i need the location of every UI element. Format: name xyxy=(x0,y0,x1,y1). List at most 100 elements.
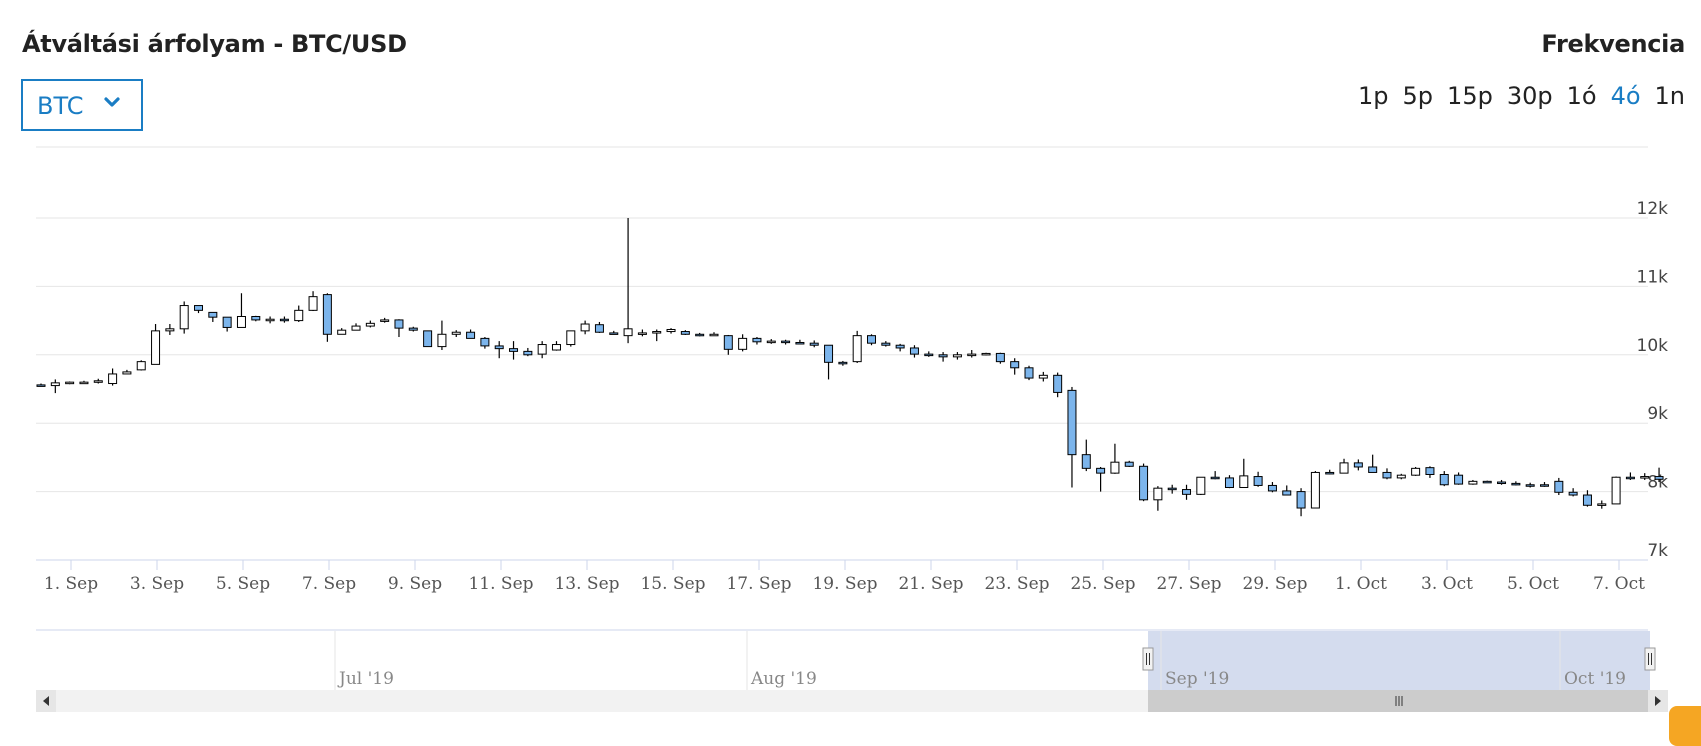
currency-select[interactable]: BTC xyxy=(21,79,143,131)
candle xyxy=(809,340,819,348)
navigator-handle[interactable] xyxy=(1142,647,1154,671)
currency-select-value: BTC xyxy=(37,92,84,120)
candle xyxy=(394,319,404,338)
candle xyxy=(824,344,834,380)
candle xyxy=(867,334,877,346)
candle xyxy=(437,320,447,351)
candle xyxy=(695,332,705,337)
candle xyxy=(1010,358,1020,375)
candle xyxy=(652,329,662,342)
candle xyxy=(1296,488,1306,517)
frequency-option[interactable]: 4ó xyxy=(1610,82,1641,110)
candle xyxy=(781,339,791,345)
x-tick-label: 27. Sep xyxy=(1156,574,1221,594)
candle xyxy=(480,337,490,349)
candle xyxy=(1239,458,1249,488)
candle xyxy=(1640,473,1650,480)
candle xyxy=(1482,480,1492,484)
candle xyxy=(1554,477,1564,496)
candle xyxy=(65,381,75,385)
candle xyxy=(1267,482,1277,493)
candle xyxy=(308,291,318,312)
candle xyxy=(594,321,604,333)
frequency-option[interactable]: 5p xyxy=(1402,82,1434,110)
x-tick-label: 13. Sep xyxy=(554,574,619,594)
candle xyxy=(294,305,304,322)
candle xyxy=(551,341,561,351)
candle xyxy=(279,316,289,323)
candle xyxy=(408,326,418,332)
x-tick-label: 7. Sep xyxy=(302,574,356,594)
candle xyxy=(365,320,375,328)
x-tick-label: 19. Sep xyxy=(812,574,877,594)
candle xyxy=(1353,459,1363,471)
y-tick-label: 10k xyxy=(1637,336,1669,356)
candle xyxy=(208,311,218,322)
candle xyxy=(1368,454,1378,473)
candle xyxy=(79,380,89,385)
navigator-label: Oct '19 xyxy=(1564,669,1626,689)
candle xyxy=(881,341,891,347)
candle xyxy=(494,341,504,359)
candle xyxy=(709,332,719,337)
x-tick-label: 5. Sep xyxy=(216,574,270,594)
candle xyxy=(1411,466,1421,476)
x-tick-label: 25. Sep xyxy=(1070,574,1135,594)
candle xyxy=(680,330,690,335)
candle xyxy=(1139,463,1149,502)
scrollbar-thumb[interactable] xyxy=(1148,690,1648,712)
candle xyxy=(1568,488,1578,497)
candle xyxy=(566,330,576,347)
navigator-label: Jul '19 xyxy=(337,669,394,689)
x-tick-label: 21. Sep xyxy=(898,574,963,594)
y-tick-label: 7k xyxy=(1647,541,1668,561)
candle xyxy=(1497,479,1507,485)
candle xyxy=(509,341,519,360)
arrow-right-icon xyxy=(1655,696,1661,706)
candle xyxy=(1625,472,1635,480)
candle xyxy=(1468,479,1478,485)
candle xyxy=(165,324,175,335)
frequency-options: 1p 5p 15p 30p 1ó 4ó 1n xyxy=(1344,82,1685,110)
candle xyxy=(1110,443,1120,474)
candle xyxy=(623,218,633,344)
frequency-option[interactable]: 30p xyxy=(1506,82,1553,110)
candle xyxy=(952,352,962,360)
candle xyxy=(423,330,433,348)
frequency-option[interactable]: 1n xyxy=(1654,82,1685,110)
candle xyxy=(1224,475,1234,489)
x-tick-label: 23. Sep xyxy=(984,574,1049,594)
candle xyxy=(1153,486,1163,511)
x-tick-label: 11. Sep xyxy=(468,574,533,594)
candle xyxy=(1325,469,1335,475)
x-tick-label: 5. Oct xyxy=(1507,574,1559,594)
candle xyxy=(1339,458,1349,474)
frequency-label: Frekvencia xyxy=(1541,30,1685,58)
navigator-selected-range xyxy=(1148,631,1650,691)
candle xyxy=(1038,371,1048,382)
candle xyxy=(537,341,547,359)
candle xyxy=(351,323,361,331)
frequency-option[interactable]: 15p xyxy=(1447,82,1493,110)
candle xyxy=(1525,482,1535,488)
feedback-tab[interactable] xyxy=(1669,706,1701,746)
y-tick-label: 8k xyxy=(1647,473,1668,493)
navigator-handle[interactable] xyxy=(1644,647,1656,671)
candle xyxy=(1210,471,1220,480)
frequency-option[interactable]: 1ó xyxy=(1566,82,1597,110)
candle xyxy=(1597,500,1607,509)
candle xyxy=(451,330,461,338)
candle xyxy=(466,329,476,339)
x-tick-label: 15. Sep xyxy=(640,574,705,594)
candle xyxy=(838,360,848,366)
candle xyxy=(1425,466,1435,478)
x-tick-label: 7. Oct xyxy=(1593,574,1645,594)
frequency-option[interactable]: 1p xyxy=(1358,82,1389,110)
x-tick-label: 9. Sep xyxy=(388,574,442,594)
candle xyxy=(1310,471,1320,509)
candle xyxy=(1382,468,1392,480)
candle xyxy=(1081,439,1091,472)
candle xyxy=(108,368,118,386)
x-tick-label: 3. Sep xyxy=(130,574,184,594)
candle xyxy=(122,369,132,375)
